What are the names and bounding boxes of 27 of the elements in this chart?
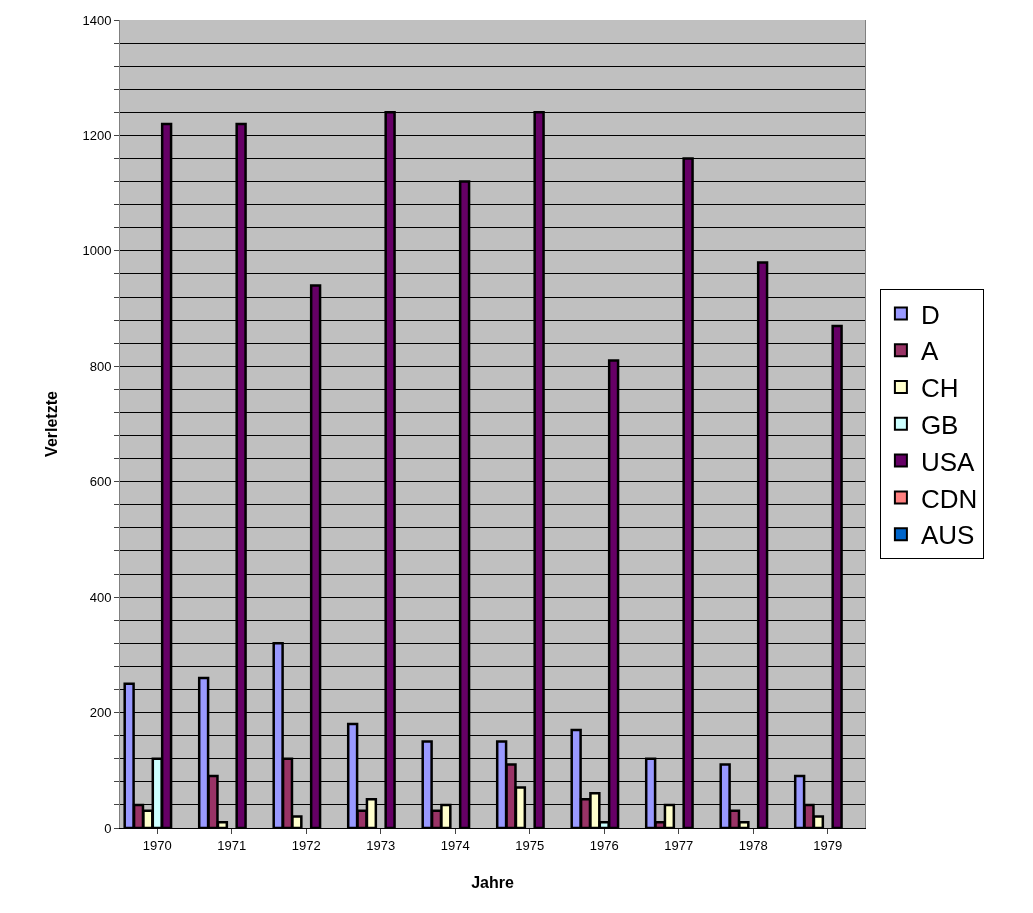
x-tick-label: 1975 — [515, 837, 545, 853]
x-axis-title: Jahre — [471, 874, 514, 892]
y-tick-label: 1200 — [82, 127, 112, 143]
y-tick-label: 1400 — [82, 12, 112, 28]
y-tick-label: 800 — [89, 358, 112, 374]
x-tick-label: 1976 — [589, 837, 619, 853]
y-axis-title: Verletzte — [43, 390, 61, 457]
y-tick-label: 0 — [104, 820, 112, 836]
y-tick-label: 600 — [89, 474, 112, 490]
legend-label: USA — [920, 446, 976, 477]
x-tick-label: 1978 — [738, 837, 768, 853]
x-tick-label: 1973 — [366, 837, 396, 853]
legend-label: CDN — [920, 483, 978, 514]
y-tick-label: 400 — [89, 589, 112, 605]
x-tick-label: 1972 — [291, 837, 321, 853]
legend-label: A — [920, 336, 939, 367]
legend-label: GB — [920, 409, 959, 440]
y-tick-label: 1000 — [82, 243, 112, 259]
x-tick-label: 1979 — [813, 837, 843, 853]
x-tick-label: 1970 — [142, 837, 172, 853]
x-tick-label: 1971 — [217, 837, 247, 853]
x-tick-label: 1974 — [440, 837, 470, 853]
x-tick-label: 1977 — [664, 837, 694, 853]
legend-label: CH — [920, 373, 959, 404]
y-tick-label: 200 — [89, 705, 112, 721]
legend-label: AUS — [920, 520, 975, 551]
legend-label: D — [920, 299, 940, 330]
